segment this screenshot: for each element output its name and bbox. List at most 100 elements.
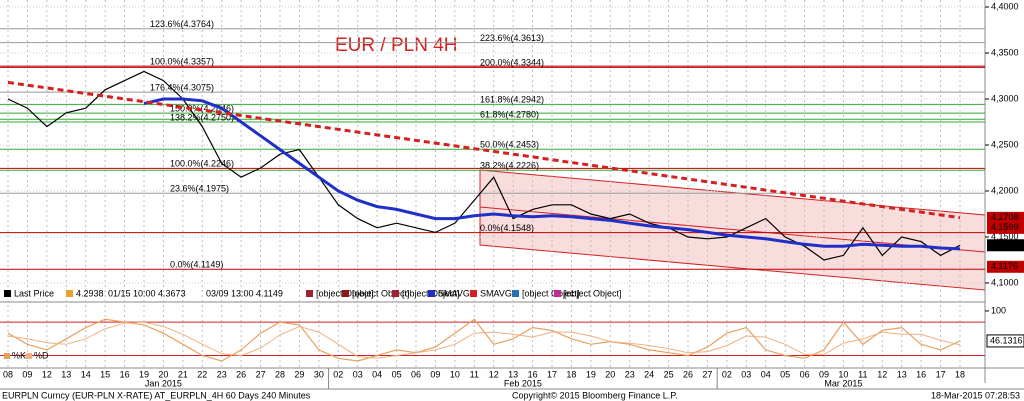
legend-label: 4.2938 <box>76 288 104 298</box>
x-tick-label: 09 <box>430 369 440 379</box>
x-tick-label: 19 <box>139 369 149 379</box>
x-tick-label: 10 <box>838 369 848 379</box>
level-label: 38.2%(4.2226) <box>480 161 539 171</box>
series-line <box>7 80 961 220</box>
x-tick-label: 26 <box>683 369 693 379</box>
level-label: 23.6%(4.1975) <box>170 184 229 194</box>
x-tick-label: 22 <box>197 369 207 379</box>
level-label: 50.0%(4.2453) <box>480 140 539 150</box>
level-label: 100.0%(4.2246) <box>170 159 234 169</box>
x-tick-label: 23 <box>217 369 227 379</box>
channel-mid <box>479 206 986 253</box>
price-label-box <box>987 221 1024 234</box>
x-tick-label: 25 <box>664 369 674 379</box>
legend-label: [object Object] <box>352 288 410 298</box>
price-label-box <box>987 211 1024 224</box>
level-label: 161.8%(4.2942) <box>480 95 544 105</box>
legend: Last Price 4.2938 01/15 10:00 4.3673 03/09 … <box>4 288 622 298</box>
x-tick-label: 27 <box>702 369 712 379</box>
x-tick-label: 12 <box>877 369 887 379</box>
x-tick-label: 14 <box>81 369 91 379</box>
x-tick-label: 16 <box>120 369 130 379</box>
footer-right: 18-Mar-2015 07:28:53 <box>931 390 1020 400</box>
legend-label: SMAVG <box>438 288 470 298</box>
legend-label: [object Object] <box>564 288 622 298</box>
x-tick-label: 28 <box>275 369 285 379</box>
legend-swatch <box>512 290 519 297</box>
x-tick-label: 17 <box>936 369 946 379</box>
y-tick-label: 4,1000 <box>991 277 1019 287</box>
x-tick-label: 03 <box>353 369 363 379</box>
footer-center: Copyright© 2015 Bloomberg Finance L.P. <box>512 390 678 400</box>
x-tick-label: 04 <box>761 369 771 379</box>
legend-swatch <box>428 290 435 297</box>
legend-swatch <box>470 290 477 297</box>
legend-swatch <box>4 353 10 359</box>
x-tick-label: 20 <box>158 369 168 379</box>
x-tick-label: 26 <box>236 369 246 379</box>
x-tick-label: 19 <box>586 369 596 379</box>
y-tick-label: 4,2500 <box>991 139 1019 149</box>
x-tick-label: 06 <box>800 369 810 379</box>
x-tick-label: 11 <box>470 369 479 379</box>
y-tick-label: 4,1500 <box>991 231 1019 241</box>
x-tick-label: 03 <box>741 369 751 379</box>
x-tick-label: 18 <box>955 369 965 379</box>
x-tick-label: 13 <box>61 369 71 379</box>
series-line <box>7 318 961 362</box>
legend-swatch <box>66 290 73 297</box>
x-tick-label: 05 <box>780 369 790 379</box>
price-label: 4.1599 <box>991 222 1019 232</box>
level-label: 0.0%(4.1548) <box>480 223 534 233</box>
current-value-label: 46.1316 <box>990 335 1023 345</box>
x-tick-label: 04 <box>372 369 382 379</box>
y-tick-label: 4,3500 <box>991 47 1019 57</box>
x-tick-label: 06 <box>411 369 421 379</box>
x-tick-label: 12 <box>489 369 499 379</box>
x-tick-label: 27 <box>256 369 266 379</box>
level-label: 200.0%(4.3344) <box>480 58 544 68</box>
x-tick-label: 16 <box>916 369 926 379</box>
legend-swatch <box>26 353 32 359</box>
x-tick-label: 09 <box>22 369 32 379</box>
x-tick-label: 29 <box>294 369 304 379</box>
level-label: 176.4%(4.3075) <box>150 82 214 92</box>
series-line <box>7 321 961 359</box>
month-label: Jan 2015 <box>145 378 182 388</box>
y-tick-label: 4,4000 <box>991 1 1019 11</box>
legend-label: [object Object] <box>522 288 580 298</box>
level-label: 0.0%(4.1149) <box>170 260 223 270</box>
y-tick-label: 100 <box>991 305 1006 315</box>
series-line <box>143 97 961 251</box>
legend-label: SMAVG <box>480 288 512 298</box>
month-label: Mar 2015 <box>824 378 862 388</box>
legend-swatch <box>554 290 561 297</box>
legend-label: 01/15 10:00 4.3673 <box>108 288 186 298</box>
x-tick-label: 17 <box>547 369 557 379</box>
legend-swatch <box>306 290 313 297</box>
level-label: 223.6%(4.3613) <box>480 33 544 43</box>
legend-label: 03/09 13:00 4.1149 <box>206 288 283 298</box>
y-tick-label: 4,3000 <box>991 93 1019 103</box>
price-label: 4.1410 <box>991 240 1019 250</box>
x-tick-label: 10 <box>450 369 460 379</box>
legend-label: Last Price <box>14 288 54 298</box>
x-tick-label: 18 <box>566 369 576 379</box>
x-tick-label: 13 <box>897 369 907 379</box>
y-tick-label: 4,2000 <box>991 185 1019 195</box>
legend-swatch <box>342 290 349 297</box>
x-tick-label: 02 <box>722 369 732 379</box>
level-label: 100.0%(4.3357) <box>150 57 214 67</box>
x-tick-label: 12 <box>42 369 52 379</box>
price-label-box <box>987 239 1024 252</box>
month-label: Feb 2015 <box>504 378 542 388</box>
price-label: 4.1708 <box>991 212 1019 222</box>
legend-swatch <box>4 290 11 297</box>
footer-left: EURPLN Curncy (EUR-PLN X-RATE) AT_EURPLN… <box>2 390 311 400</box>
level-label: 123.6%(4.3764) <box>150 19 214 29</box>
x-tick-label: 02 <box>333 369 343 379</box>
x-tick-label: 23 <box>625 369 635 379</box>
price-label-box <box>987 260 1024 273</box>
x-tick-label: 24 <box>644 369 654 379</box>
